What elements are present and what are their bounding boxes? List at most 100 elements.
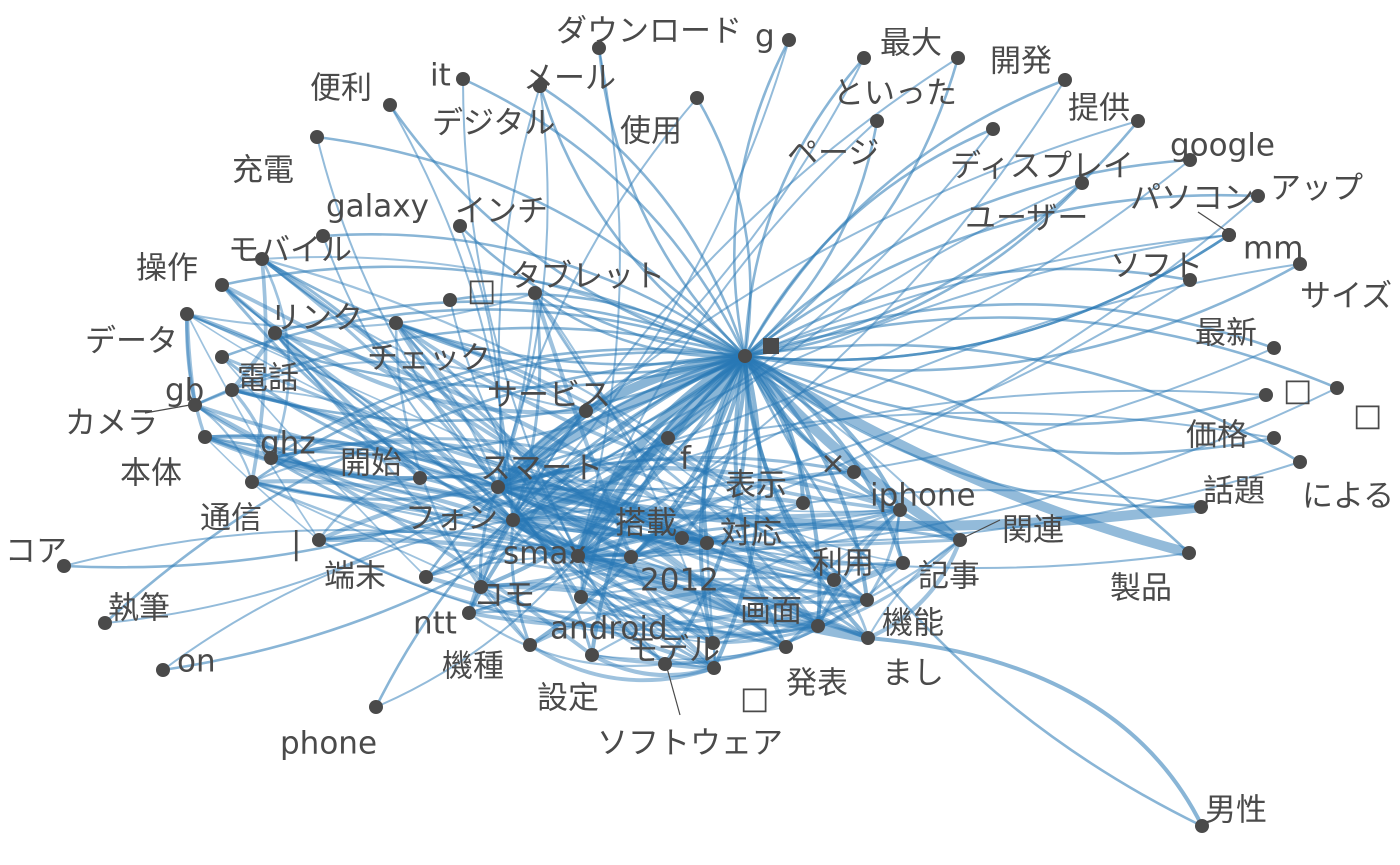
node-label-71: 話題	[1203, 474, 1265, 510]
node-20	[658, 657, 672, 671]
node-label-37: リンク	[270, 301, 363, 337]
edge-41	[458, 224, 747, 358]
edge-49	[597, 46, 747, 358]
node-76	[156, 663, 170, 677]
node-label-31: カメラ	[65, 406, 158, 442]
edge-194	[186, 313, 320, 541]
edge-276	[269, 456, 869, 602]
edge-203	[479, 585, 820, 639]
edge-129	[577, 79, 1066, 557]
node-label-38: チェック	[367, 341, 491, 377]
node-label-45: 充電	[232, 153, 294, 189]
edge-210	[220, 283, 515, 522]
edge-116	[322, 235, 514, 521]
edge-48	[538, 84, 747, 358]
node-label-58: ディスプレイ	[950, 149, 1134, 185]
node-label-60: google	[1170, 128, 1275, 164]
edge-275	[185, 291, 537, 329]
node-63	[1222, 228, 1236, 242]
edge-140	[512, 389, 1267, 521]
edge-236	[479, 536, 684, 589]
node-label-27: 通信	[200, 501, 262, 537]
edge-245	[423, 574, 717, 671]
node-label-62: アップ	[1270, 171, 1363, 207]
edge-121	[497, 85, 549, 488]
node-29	[264, 451, 278, 465]
node-label-73: 男性	[1205, 793, 1267, 829]
edge-163	[629, 555, 715, 645]
trunk-edge-1	[573, 351, 750, 561]
node-60	[1183, 153, 1197, 167]
edge-183	[579, 595, 788, 649]
node-label-5: android	[550, 611, 668, 647]
node-label-40: タブレット	[510, 259, 665, 295]
edge-101	[418, 476, 515, 522]
node-label-63: mm	[1243, 231, 1303, 267]
edge-202	[202, 434, 903, 520]
edge-269	[269, 447, 500, 489]
node-12	[896, 556, 910, 570]
leader-31	[144, 404, 191, 414]
node-label-51: 使用	[620, 114, 682, 150]
node-label-46: 便利	[310, 71, 372, 107]
node-26	[312, 533, 326, 547]
edge-264	[534, 292, 904, 564]
node-label-76: on	[177, 644, 216, 680]
trunk-edge-5	[493, 482, 1206, 531]
edge-266	[711, 538, 962, 645]
node-label-1: スマート	[480, 451, 603, 487]
node-30	[198, 430, 212, 444]
node-4	[624, 550, 638, 564]
node-label-2: フォン	[405, 501, 498, 537]
edge-169	[204, 436, 320, 541]
edge-142	[497, 411, 1275, 488]
edge-247	[230, 388, 422, 480]
edge-164	[317, 476, 422, 542]
node-hub-dot	[738, 349, 752, 363]
edge-259	[496, 291, 537, 489]
node-71	[1194, 500, 1208, 514]
node-label-41: □	[467, 273, 496, 309]
node-22	[523, 638, 537, 652]
node-23	[462, 606, 476, 620]
node-14	[860, 593, 874, 607]
node-58	[986, 122, 1000, 136]
edge-231	[249, 479, 717, 671]
node-25	[419, 570, 433, 584]
edge-146	[63, 528, 579, 567]
edge-230	[424, 543, 633, 579]
edge-229	[497, 486, 666, 665]
node-39	[579, 404, 593, 418]
node-11	[953, 533, 967, 547]
node-label-64: ソフト	[1110, 249, 1203, 285]
edge-228	[251, 481, 482, 588]
node-label-43: galaxy	[326, 189, 429, 225]
edge-151	[589, 652, 717, 678]
edge-270	[193, 403, 594, 657]
node-35	[215, 278, 229, 292]
edge-63	[743, 267, 1192, 358]
node-67	[1259, 388, 1273, 402]
node-label-17: 発表	[786, 666, 848, 702]
leader-20	[666, 667, 681, 716]
node-label-22: 機種	[442, 649, 504, 685]
leader-11	[964, 519, 1001, 538]
edge-71	[743, 354, 1191, 555]
node-label-54: といった	[833, 76, 957, 112]
node-label-26: |	[291, 526, 301, 562]
edge-171	[202, 434, 423, 481]
node-73	[1195, 819, 1209, 833]
edge-46	[461, 77, 747, 358]
node-0	[763, 338, 779, 354]
edge-72	[743, 354, 1204, 828]
edge-274	[394, 321, 500, 489]
edge-61	[743, 193, 1260, 358]
edge-188	[424, 518, 515, 579]
trunk-edge-2	[740, 351, 965, 545]
edge-110	[273, 331, 515, 522]
edge-130	[497, 120, 1139, 488]
edge-263	[250, 453, 500, 489]
node-19	[706, 636, 720, 650]
